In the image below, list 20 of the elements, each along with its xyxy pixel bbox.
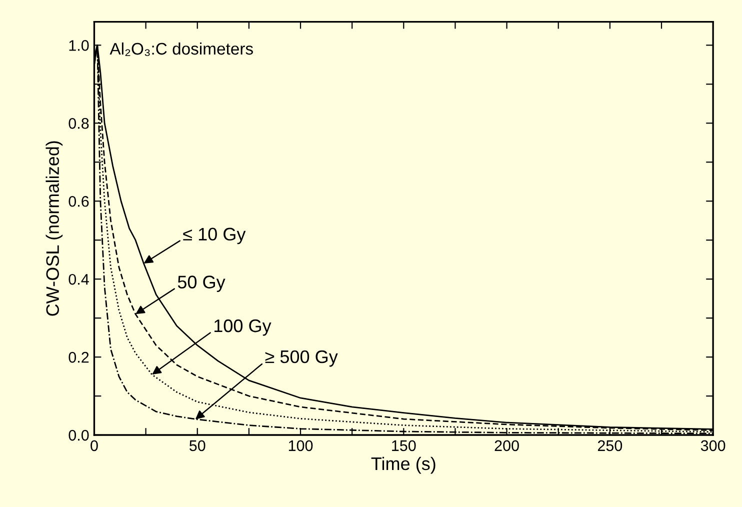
y-tick-label: 0.4 [68, 274, 89, 285]
y-tick-label: 0.8 [68, 118, 89, 129]
x-tick-label: 150 [392, 440, 416, 452]
x-tick-label: 50 [189, 440, 206, 452]
annotation: ≥ 500 Gy [265, 350, 338, 367]
x-tick-label: 200 [494, 440, 519, 452]
annotation: 50 Gy [178, 276, 226, 292]
x-tick-label: 100 [288, 440, 313, 452]
x-tick-label: 0 [90, 440, 98, 452]
y-axis-title: CW-OSL (normalized) [46, 141, 63, 316]
x-tick-label: 300 [700, 440, 726, 452]
x-tick-label: 250 [598, 440, 622, 452]
y-tick-label: 1.0 [69, 40, 89, 51]
annotation: 100 Gy [214, 319, 272, 336]
y-tick-label: 0.2 [68, 352, 89, 363]
x-axis-title: Time (s) [371, 456, 436, 474]
y-tick-label: 0.6 [68, 196, 89, 207]
annotation: ≤ 10 Gy [183, 228, 246, 244]
y-tick-label: 0.0 [68, 430, 89, 441]
annotation: Al₂O₃:C dosimeters [110, 42, 253, 56]
